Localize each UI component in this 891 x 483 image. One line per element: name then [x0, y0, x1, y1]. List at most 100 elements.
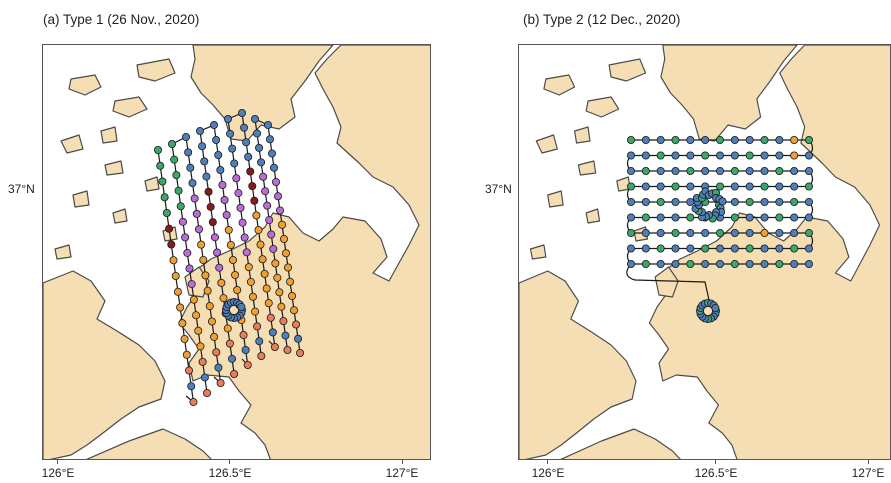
observation-point-a — [257, 351, 266, 360]
observation-point-b — [775, 213, 784, 222]
observation-point-a — [187, 280, 196, 289]
observation-point-a — [257, 158, 266, 167]
land-mid-island — [654, 266, 679, 298]
panel-b: (b) Type 2 (12 Dec., 2020) 37°N 126°E 12… — [445, 0, 891, 483]
land-island-5 — [100, 126, 118, 144]
observation-point-a — [282, 249, 291, 258]
land-island-7 — [585, 208, 601, 224]
observation-point-a — [273, 273, 282, 282]
observation-point-a — [215, 263, 224, 272]
observation-point-a — [246, 277, 255, 286]
observation-point-b — [790, 151, 799, 160]
panel-b-lon-label-2: 126.5°E — [694, 466, 738, 480]
observation-point-a — [181, 233, 190, 242]
observation-point-b — [745, 151, 754, 160]
observation-point-a — [251, 307, 260, 316]
observation-point-a — [230, 159, 239, 168]
observation-point-a — [190, 194, 199, 203]
observation-point-a — [248, 292, 257, 301]
observation-point-a — [262, 284, 271, 293]
observation-point-a — [272, 177, 281, 186]
observation-point-a — [201, 271, 210, 280]
land-island-5 — [574, 126, 591, 144]
observation-point-a — [254, 225, 263, 234]
observation-point-a — [197, 240, 206, 249]
observation-point-a — [231, 270, 240, 279]
observation-point-a — [223, 324, 232, 333]
observation-point-a — [283, 345, 292, 354]
observation-point-a — [250, 196, 259, 205]
observation-point-a — [252, 211, 261, 220]
observation-point-a — [222, 210, 231, 219]
observation-point-b — [641, 151, 650, 160]
observation-point-b — [627, 259, 636, 268]
panel-b-lon-label-1: 126°E — [531, 466, 565, 480]
observation-point-a — [258, 255, 267, 264]
land-island-11 — [104, 160, 124, 176]
observation-point-b — [730, 213, 739, 222]
observation-point-a — [253, 322, 262, 331]
observation-point-b — [641, 213, 650, 222]
observation-point-b — [715, 259, 724, 268]
observation-point-a — [176, 303, 185, 312]
observation-point-a — [255, 337, 264, 346]
observation-point-a — [280, 234, 289, 243]
observation-point-b — [701, 228, 710, 237]
observation-point-a — [172, 171, 181, 180]
observation-point-a — [203, 286, 212, 295]
observation-point-b — [745, 197, 754, 206]
observation-point-b — [671, 136, 680, 145]
observation-point-a — [223, 115, 232, 124]
observation-point-b — [671, 151, 680, 160]
observation-point-a — [199, 255, 208, 264]
observation-point-a — [271, 259, 280, 268]
observation-point-a — [244, 263, 253, 272]
observation-point-b — [760, 151, 769, 160]
observation-point-a — [195, 127, 204, 136]
observation-point-a — [266, 135, 275, 144]
observation-point-a — [154, 146, 163, 155]
observation-point-a — [204, 187, 213, 196]
observation-point-b — [718, 197, 727, 206]
observation-point-b — [804, 167, 813, 176]
observation-point-b — [790, 259, 799, 268]
observation-point-a — [253, 129, 262, 138]
observation-point-a — [270, 342, 279, 351]
observation-point-b — [701, 259, 710, 268]
observation-point-b — [656, 213, 665, 222]
observation-point-a — [183, 248, 192, 257]
observation-point-b — [656, 182, 665, 191]
observation-point-a — [286, 277, 295, 286]
observation-point-a — [264, 299, 273, 308]
observation-point-b — [760, 136, 769, 145]
observation-point-b — [745, 167, 754, 176]
observation-point-b — [656, 244, 665, 253]
observation-point-a — [182, 350, 191, 359]
observation-point-b — [775, 151, 784, 160]
observation-point-b — [760, 213, 769, 222]
observation-point-b — [656, 259, 665, 268]
observation-point-b — [627, 213, 636, 222]
observation-point-a — [178, 217, 187, 226]
observation-point-b — [775, 228, 784, 237]
observation-point-a — [218, 180, 227, 189]
observation-point-b — [790, 167, 799, 176]
observation-point-a — [210, 332, 219, 341]
observation-point-a — [241, 345, 250, 354]
observation-point-b — [641, 244, 650, 253]
observation-point-a — [213, 248, 222, 257]
observation-point-b — [804, 259, 813, 268]
observation-point-b — [760, 259, 769, 268]
land-island-1 — [68, 74, 102, 96]
observation-point-b — [745, 228, 754, 237]
observation-point-a — [234, 189, 243, 198]
land-southwest — [560, 428, 681, 459]
observation-point-b — [627, 136, 636, 145]
observation-point-a — [268, 328, 277, 337]
observation-point-a — [162, 208, 171, 217]
observation-point-a — [181, 133, 190, 142]
observation-point-a — [202, 172, 211, 181]
panel-a-lon-label-3: 127°E — [385, 466, 419, 480]
observation-point-b — [701, 136, 710, 145]
land-north — [660, 45, 798, 142]
